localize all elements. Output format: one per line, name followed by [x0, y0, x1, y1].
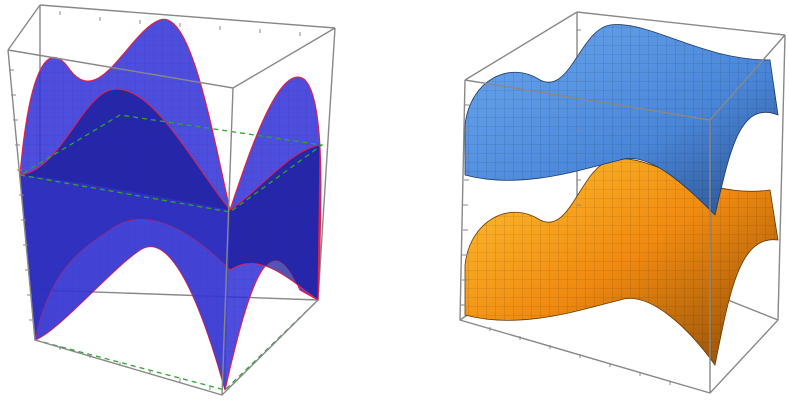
- left-surface-front: [20, 175, 230, 390]
- orange-grid: [465, 158, 778, 365]
- left-ticks: [9, 11, 301, 390]
- right-plot: [459, 11, 786, 394]
- left-plot: [7, 4, 336, 396]
- blue-grid: [465, 24, 778, 215]
- left-box-front: [7, 4, 336, 396]
- right-box-front: [459, 11, 786, 394]
- right-ticks: [461, 29, 671, 385]
